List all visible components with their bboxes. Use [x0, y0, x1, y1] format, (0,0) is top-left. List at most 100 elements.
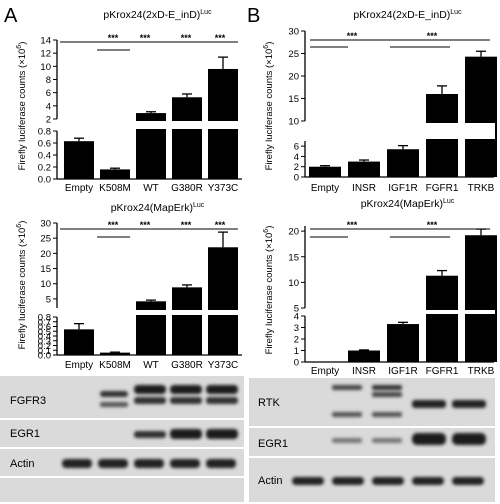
- x-tick-label: K508M: [99, 183, 131, 194]
- significance-label: ***: [140, 33, 151, 43]
- bar-k508m: [100, 352, 130, 355]
- y-tick-label: 20: [40, 249, 51, 260]
- y-tick-label: 0.4: [38, 332, 51, 343]
- bar-trkb: [465, 235, 497, 362]
- y-tick-label: 1: [294, 346, 299, 357]
- y-tick-label: 4: [46, 101, 51, 112]
- y-tick-label: 4: [294, 312, 299, 323]
- y-axis-label: Firefly luciferase counts (×106): [16, 221, 28, 350]
- y-tick-label: 0.4: [38, 151, 51, 162]
- bar-g380r: [172, 97, 202, 179]
- blot-b-label-egr1: EGR1: [258, 438, 288, 450]
- bar-insr: [348, 161, 380, 177]
- chart-title: pKrox24(2xD-E_inD)Luc: [103, 9, 212, 21]
- significance-label: ***: [181, 220, 192, 230]
- x-tick-label: K508M: [99, 360, 131, 371]
- y-tick-label: 30: [288, 27, 299, 38]
- y-tick-label: 15: [288, 94, 299, 105]
- y-tick-label: 8: [46, 75, 51, 86]
- significance-label: ***: [140, 220, 151, 230]
- significance-label: ***: [427, 220, 438, 230]
- y-tick-label: 0.2: [38, 341, 51, 352]
- chart-title: pKrox24(2xD-E_inD)Luc: [353, 9, 462, 21]
- y-tick-label: 20: [288, 227, 299, 238]
- x-tick-label: Empty: [311, 366, 339, 377]
- y-axis-label: Firefly luciferase counts (×106): [263, 226, 275, 355]
- blot-b-label-rtk: RTK: [258, 397, 280, 409]
- y-tick-label: 0.0: [38, 175, 51, 186]
- bar-g380r: [172, 287, 202, 355]
- x-tick-label: G380R: [171, 183, 203, 194]
- y-tick-label: 12: [40, 49, 51, 60]
- y-tick-label: 15: [40, 264, 51, 275]
- significance-label: ***: [108, 220, 119, 230]
- panel-letter-b: B: [247, 5, 260, 27]
- x-tick-label: Empty: [311, 183, 339, 194]
- axis-break-gap: [304, 123, 495, 139]
- chart-b-top: pKrox24(2xD-E_inD)Luc Firefly luciferase …: [263, 9, 497, 194]
- y-tick-label: 4: [294, 152, 299, 163]
- bar-fgfr1: [426, 275, 458, 362]
- y-tick-label: 0.1: [38, 346, 51, 357]
- chart-b-bottom: pKrox24(MapErk)Luc Firefly luciferase cou…: [263, 198, 497, 377]
- chart-title: pKrox24(MapErk)Luc: [361, 198, 455, 210]
- x-tick-label: TRKB: [468, 366, 495, 377]
- western-blot-b: RTK EGR1 Actin: [249, 378, 495, 502]
- chart-title: pKrox24(MapErk)Luc: [111, 202, 205, 214]
- y-tick-label: 2: [46, 115, 51, 126]
- y-tick-label: 25: [40, 234, 51, 245]
- x-tick-label: WT: [143, 183, 159, 194]
- y-tick-label: 0.7: [38, 317, 51, 328]
- axis-break-gap: [56, 310, 243, 315]
- x-tick-label: INSR: [352, 183, 376, 194]
- y-tick-label: 6: [294, 142, 299, 153]
- x-tick-label: Y373C: [208, 360, 239, 371]
- y-axis-label: Firefly luciferase counts (×106): [263, 42, 275, 171]
- y-tick-label: 0.8: [38, 313, 51, 324]
- blot-a-label-egr1: EGR1: [10, 428, 40, 440]
- significance-label: ***: [427, 31, 438, 41]
- bar-igf1r: [387, 149, 419, 177]
- y-tick-label: 2: [294, 162, 299, 173]
- y-tick-label: 0.6: [38, 139, 51, 150]
- y-tick-label: 25: [288, 49, 299, 60]
- x-tick-label: FGFR1: [426, 366, 459, 377]
- blot-a-label-fgfr3: FGFR3: [10, 395, 46, 407]
- panel-letter-a: A: [4, 5, 18, 27]
- y-tick-label: 0: [294, 173, 299, 184]
- y-tick-label: 0.6: [38, 322, 51, 333]
- x-tick-label: FGFR1: [426, 183, 459, 194]
- blot-a-label-actin: Actin: [10, 458, 34, 470]
- blot-b-label-actin: Actin: [258, 475, 282, 487]
- x-tick-label: Empty: [65, 360, 93, 371]
- y-tick-label: 0: [294, 358, 299, 369]
- chart-a-top: pKrox24(2xD-E_inD)Luc Firefly luciferase …: [16, 9, 243, 194]
- y-axis-label: Firefly luciferase counts (×106): [16, 42, 28, 171]
- y-tick-label: 0.2: [38, 163, 51, 174]
- significance-label: ***: [347, 31, 358, 41]
- bar-igf1r: [387, 324, 419, 362]
- bar-empty: [64, 329, 94, 355]
- axis-break-gap: [56, 121, 243, 129]
- y-tick-label: 6: [46, 88, 51, 99]
- significance-label: ***: [215, 33, 226, 43]
- bar-wt: [136, 301, 166, 355]
- significance-label: ***: [347, 220, 358, 230]
- bar-insr: [348, 350, 380, 362]
- y-tick-label: 5: [46, 294, 51, 305]
- y-tick-label: 15: [288, 252, 299, 263]
- x-tick-label: Y373C: [208, 183, 239, 194]
- significance-label: ***: [108, 33, 119, 43]
- y-tick-label: 0.8: [38, 127, 51, 138]
- x-tick-label: G380R: [171, 360, 203, 371]
- y-tick-label: 2: [294, 335, 299, 346]
- x-tick-label: IGF1R: [388, 366, 417, 377]
- y-tick-label: 14: [40, 36, 51, 47]
- axis-break-gap: [304, 310, 495, 314]
- bar-empty: [309, 166, 341, 177]
- x-tick-label: INSR: [352, 366, 376, 377]
- y-tick-label: 10: [288, 278, 299, 289]
- y-tick-label: 3: [294, 323, 299, 334]
- y-tick-label: 0.0: [38, 351, 51, 362]
- y-tick-label: 0.5: [38, 327, 51, 338]
